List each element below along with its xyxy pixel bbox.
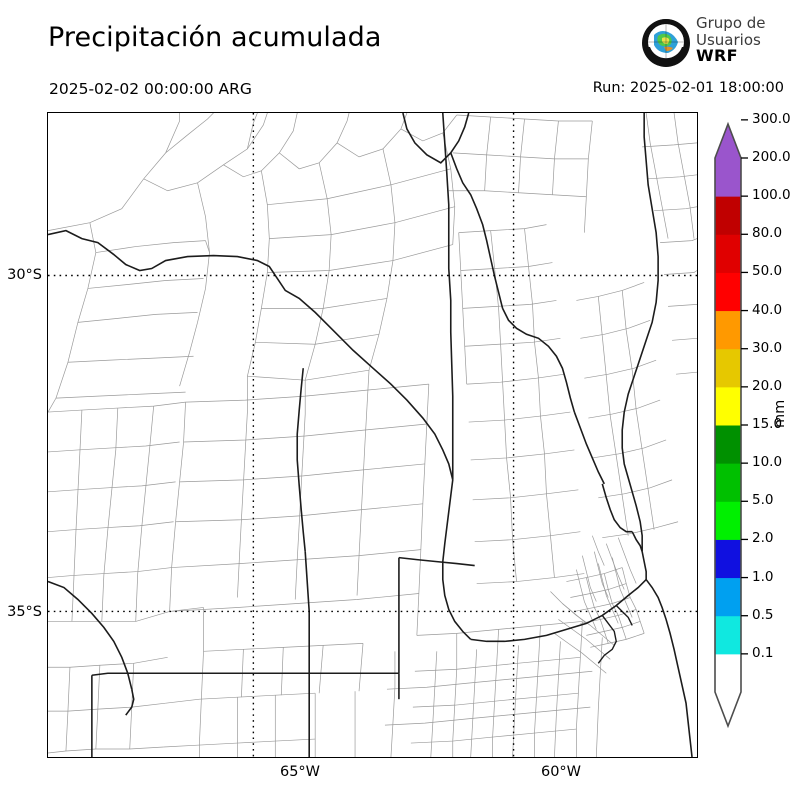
colorbar-band — [715, 501, 741, 540]
logo-line-3: WRF — [696, 46, 738, 65]
precipitation-map[interactable] — [47, 112, 698, 758]
wrf-user-group-logo: Grupo de Usuarios WRF — [640, 15, 792, 72]
colorbar-tick-label: 20.0 — [752, 377, 783, 394]
lon-tick-label-60w: 60°W — [540, 764, 582, 780]
colorbar-tick-label: 50.0 — [752, 263, 783, 280]
colorbar-band — [715, 310, 741, 350]
valid-time-label: 2025-02-02 00:00:00 ARG — [49, 80, 252, 98]
globe-emblem-icon — [640, 17, 692, 69]
colorbar-tick-label: 80.0 — [752, 225, 783, 242]
colorbar-tick-label: 200.0 — [752, 149, 791, 165]
colorbar-band — [715, 196, 741, 235]
colorbar-tick-label: 2.0 — [752, 530, 774, 547]
colorbar-tick-label: 15.0 — [752, 416, 783, 432]
colorbar-band — [715, 463, 741, 502]
colorbar-band — [715, 653, 741, 693]
colorbar-band — [715, 158, 741, 197]
page-title: Precipitación acumulada — [48, 22, 382, 53]
colorbar-swatches — [714, 119, 748, 729]
colorbar-tick-label: 30.0 — [752, 339, 783, 356]
colorbar-band — [715, 615, 741, 655]
colorbar-band — [715, 348, 741, 388]
logo-text: Grupo de Usuarios WRF — [696, 15, 792, 65]
colorbar-band — [715, 386, 741, 426]
colorbar-tick-label: 300.0 — [752, 110, 791, 127]
colorbar-band — [715, 577, 741, 617]
colorbar-band — [715, 539, 741, 579]
lon-tick-label-65w: 65°W — [279, 764, 321, 780]
colorbar-tick-label: 0.5 — [752, 606, 774, 623]
colorbar-arrow-top — [715, 124, 741, 158]
colorbar-tick-label: 5.0 — [752, 492, 774, 509]
department-boundaries — [48, 113, 697, 757]
colorbar-band — [715, 272, 741, 312]
colorbar-tick-label: 0.1 — [752, 644, 774, 661]
lat-tick-label-35s: 35°S — [7, 604, 42, 620]
colorbar-tick-label: 100.0 — [752, 187, 791, 204]
logo-line-1: Grupo de — [696, 14, 766, 32]
coastline — [597, 604, 633, 664]
colorbar-band — [715, 425, 741, 464]
colorbar-tick-label: 40.0 — [752, 301, 783, 318]
graticule-lines — [48, 113, 697, 757]
colorbar-arrow-bottom — [715, 692, 741, 726]
colorbar-unit-label: mm — [772, 399, 788, 428]
lat-tick-label-30s: 30°S — [7, 267, 42, 283]
run-time-label: Run: 2025-02-01 18:00:00 — [592, 80, 784, 96]
colorbar-tick-label: 10.0 — [752, 454, 783, 471]
precipitation-colorbar[interactable]: 0.1 0.5 1.0 2.0 5.0 10.0 15.0 20.0 30.0 40.0 50.0 8… — [707, 110, 797, 762]
map-vector-layer — [48, 113, 697, 757]
colorbar-tick-label: 1.0 — [752, 568, 774, 585]
province-boundaries — [48, 113, 693, 757]
colorbar-band — [715, 234, 741, 273]
logo-line-2: Usuarios — [696, 30, 761, 49]
